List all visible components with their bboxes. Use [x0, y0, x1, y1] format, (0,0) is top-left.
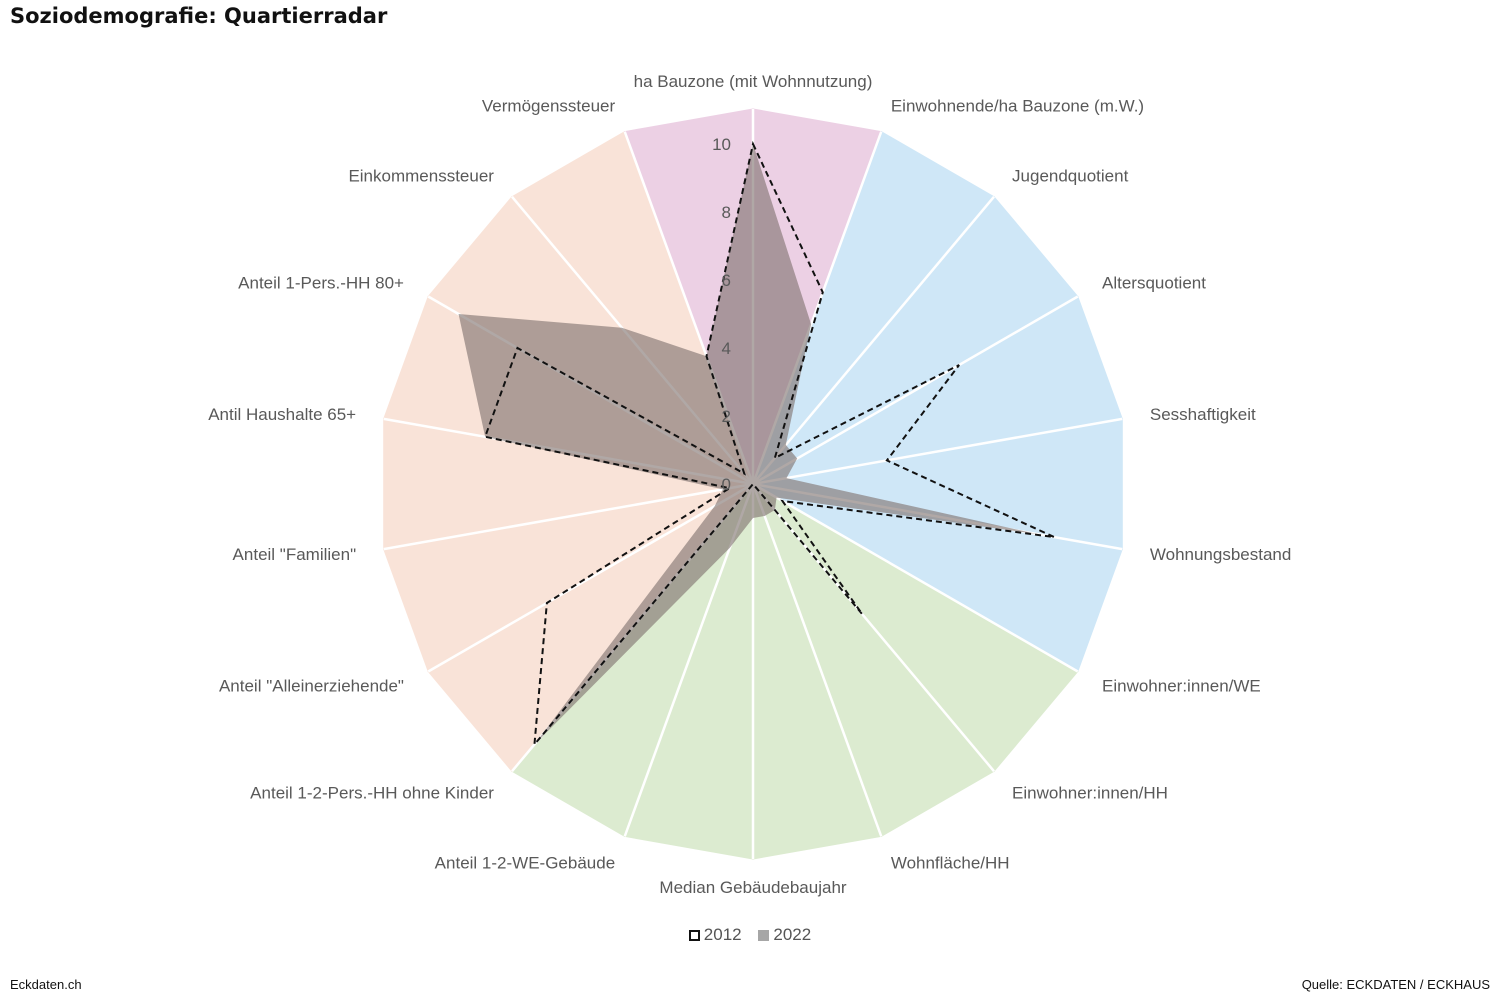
category-label: Anteil 1-2-WE-Gebäude	[435, 854, 615, 873]
category-label: Jugendquotient	[1012, 166, 1129, 185]
legend-label-2012: 2012	[703, 924, 742, 944]
axis-spoke-7	[752, 482, 1079, 673]
tick-label-8: 8	[722, 203, 731, 222]
category-label: Einkommenssteuer	[348, 166, 494, 185]
axis-spoke-8	[752, 483, 996, 773]
axis-spoke-5	[752, 417, 1123, 486]
category-label: ha Bauzone (mit Wohnnutzung)	[634, 72, 873, 91]
category-label: Median Gebäudebaujahr	[659, 878, 846, 897]
series-2022-area	[458, 144, 1038, 745]
tick-label-2: 2	[722, 407, 731, 426]
tick-label-4: 4	[722, 339, 731, 358]
category-label: Einwohnende/ha Bauzone (m.W.)	[891, 96, 1144, 115]
legend: 2012 2022	[0, 924, 1500, 945]
axis-spoke-13	[427, 482, 754, 673]
category-label: Anteil "Familien"	[233, 545, 357, 564]
tick-label-6: 6	[722, 271, 731, 290]
legend-label-2022: 2022	[773, 924, 812, 944]
category-label: Wohnfläche/HH	[891, 854, 1010, 873]
category-label: Einwohner:innen/WE	[1102, 677, 1261, 696]
axis-spoke-4	[752, 295, 1079, 486]
category-label: Antil Haushalte 65+	[208, 405, 356, 424]
tick-label-0: 0	[722, 475, 731, 494]
legend-swatch-dashed-icon	[688, 929, 700, 941]
legend-item-2022[interactable]: 2022	[758, 925, 811, 945]
chart-title: Soziodemografie: Quartierradar	[10, 4, 388, 28]
series-2022-polygon	[458, 144, 1038, 745]
category-label: Wohnungsbestand	[1150, 545, 1291, 564]
tick-label-10: 10	[712, 135, 731, 154]
category-label: Altersquotient	[1102, 274, 1206, 293]
legend-swatch-fill-icon	[758, 929, 770, 941]
footer-source-credit: Quelle: ECKDATEN / ECKHAUS	[1301, 977, 1490, 992]
category-label: Vermögenssteuer	[482, 96, 616, 115]
series-2012-polygon	[483, 140, 1055, 748]
series-2012-line	[483, 140, 1055, 748]
axis-labels: ha Bauzone (mit Wohnnutzung) Einwohnende/…	[208, 72, 1291, 897]
category-label: Anteil 1-2-Pers.-HH ohne Kinder	[250, 784, 494, 803]
category-label: Anteil 1-Pers.-HH 80+	[238, 274, 404, 293]
radial-ticks: 0 2 4 6 8 10	[712, 135, 731, 494]
axis-spoke-3	[752, 195, 996, 485]
axis-spoke-14	[383, 482, 754, 551]
footer-source-site: Eckdaten.ch	[10, 977, 82, 992]
category-label: Sesshaftigkeit	[1150, 405, 1256, 424]
axis-spoke-9	[751, 483, 883, 837]
category-label: Anteil "Alleinerziehende"	[219, 677, 404, 696]
category-label: Einwohner:innen/HH	[1012, 784, 1168, 803]
legend-item-2012[interactable]: 2012	[688, 924, 742, 945]
